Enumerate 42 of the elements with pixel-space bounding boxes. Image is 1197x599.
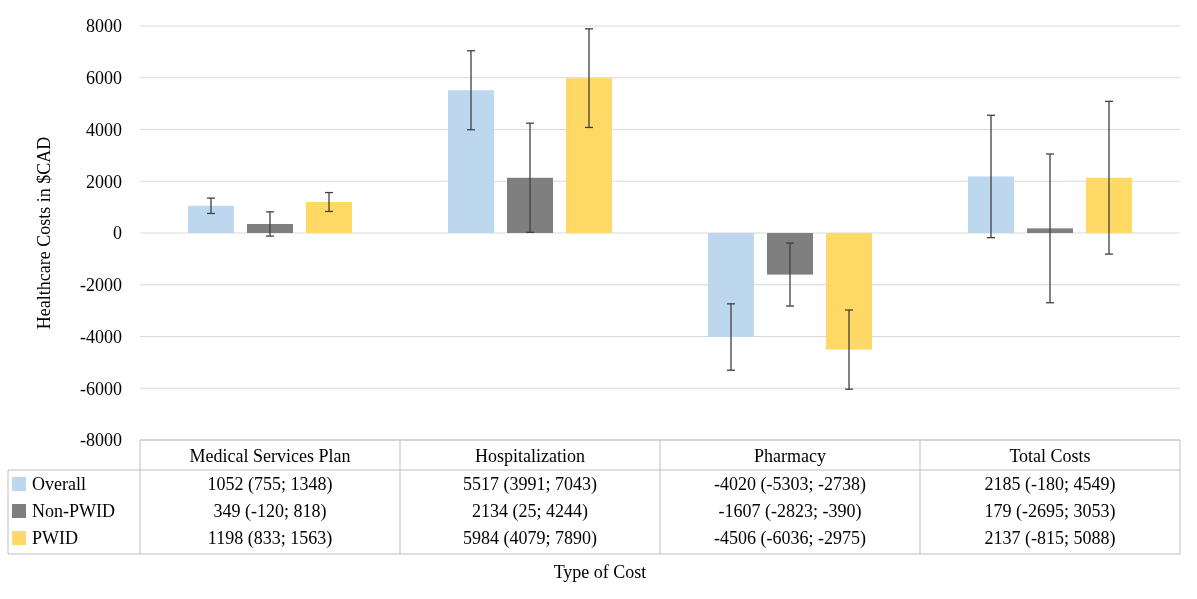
data-label: -1607 (-2823; -390) [718,501,862,522]
y-tick-label: 4000 [86,119,122,140]
text: Type of Cost [553,562,647,582]
bar [507,177,553,233]
bar [188,205,234,233]
bar [826,233,872,350]
legend-label: Non-PWID [32,501,115,521]
y-tick-label: 6000 [86,68,122,89]
x-tick-label: Pharmacy [754,446,826,466]
data-label: 5517 (3991; 7043) [463,474,597,495]
bar [247,223,293,233]
data-label: 2137 (-815; 5088) [984,528,1116,549]
bar [767,233,813,275]
y-tick-label: -8000 [80,430,122,451]
bar [1027,228,1073,233]
bar [1086,177,1132,233]
y-tick-label: -6000 [80,378,122,399]
y-tick-label: 0 [113,223,122,244]
x-tick-label: Hospitalization [475,446,585,466]
data-label: 2134 (25; 4244) [472,501,588,522]
y-tick-label: -4000 [80,326,122,347]
bar [708,233,754,338]
data-label: 2185 (-180; 4549) [984,474,1116,495]
legend-label: PWID [32,528,78,548]
data-label: 5984 (4079; 7890) [463,528,597,549]
x-tick-label: Total Costs [1009,446,1091,466]
bar [448,90,494,233]
y-tick-label: 8000 [86,16,122,37]
data-label: -4020 (-5303; -2738) [714,474,866,495]
y-tick-label: -2000 [80,275,122,296]
x-tick-label: Medical Services Plan [189,446,351,466]
data-label: 179 (-2695; 3053) [984,501,1116,522]
bar [306,202,352,233]
bar [566,78,612,233]
y-axis-title: Healthcare Costs in $CAD [34,136,54,330]
data-label: 1052 (755; 1348) [207,474,333,495]
bar [968,176,1014,233]
data-label: -4506 (-6036; -2975) [714,528,866,549]
legend-label: Overall [32,474,86,494]
data-label: 1198 (833; 1563) [207,528,333,549]
data-label: 349 (-120; 818) [213,501,327,522]
y-tick-label: 2000 [86,171,122,192]
